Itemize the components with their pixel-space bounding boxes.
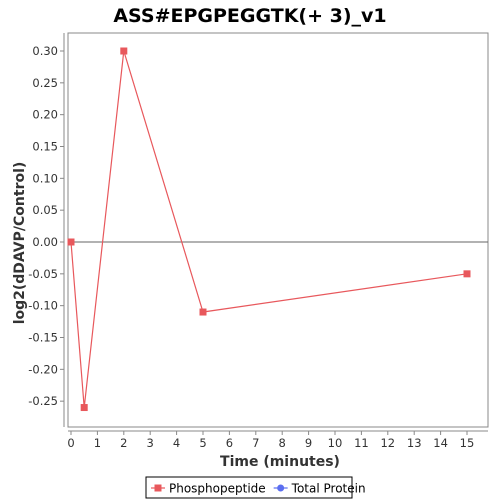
y-tick-label: 0.15 [32,140,58,154]
x-axis-label: Time (minutes) [220,454,340,470]
chart-title: ASS#EPGPEGGTK(+ 3)_v1 [113,5,386,27]
legend: Phosphopeptide Total Protein [145,476,366,499]
series-group [67,47,471,412]
y-tick-label: 0.20 [32,108,58,122]
data-point [80,404,88,412]
x-tick-label: 2 [120,436,127,450]
y-tick-label: 0.00 [32,235,58,249]
x-tick-label: 14 [433,436,448,450]
x-tick-label: 12 [380,436,395,450]
x-tick-label: 5 [199,436,206,450]
x-tick-label: 10 [328,436,343,450]
x-tick-label: 9 [305,436,312,450]
x-tick-label: 8 [279,436,286,450]
legend-label: Total Protein [291,482,366,496]
legend-swatch-marker [277,484,285,492]
x-tick-label: 3 [147,436,154,450]
legend-label: Phosphopeptide [169,482,266,496]
x-axis: 0 1 2 3 4 5 6 7 8 9 10 11 12 13 14 15 [67,430,488,450]
x-tick-label: 15 [460,436,475,450]
y-tick-label: -0.05 [28,267,58,281]
y-tick-label: -0.25 [28,394,58,408]
data-point [120,47,128,55]
y-tick-label: 0.25 [32,76,58,90]
y-tick-label: 0.10 [32,171,58,185]
legend-swatch-marker [154,484,162,492]
y-tick-label: 0.05 [32,203,58,217]
data-point [463,270,471,278]
plot-area [67,32,489,428]
data-point [199,308,207,316]
x-tick-label: 1 [94,436,101,450]
x-tick-label: 6 [226,436,233,450]
y-tick-label: 0.30 [32,44,58,58]
legend-box [145,476,353,499]
x-tick-label: 7 [252,436,259,450]
x-tick-label: 13 [407,436,422,450]
plot-border [67,32,489,428]
x-tick-label: 4 [173,436,180,450]
y-tick-label: -0.20 [28,362,58,376]
x-tick-label: 11 [354,436,369,450]
data-point [67,238,75,246]
y-tick-label: -0.10 [28,299,58,313]
y-axis: -0.25 -0.20 -0.15 -0.10 -0.05 0.00 0.05 0.10 0.1… [28,33,65,427]
x-tick-label: 0 [67,436,74,450]
y-tick-label: -0.15 [28,331,58,345]
y-axis-label: log2(dDAVP/Control) [12,162,28,325]
